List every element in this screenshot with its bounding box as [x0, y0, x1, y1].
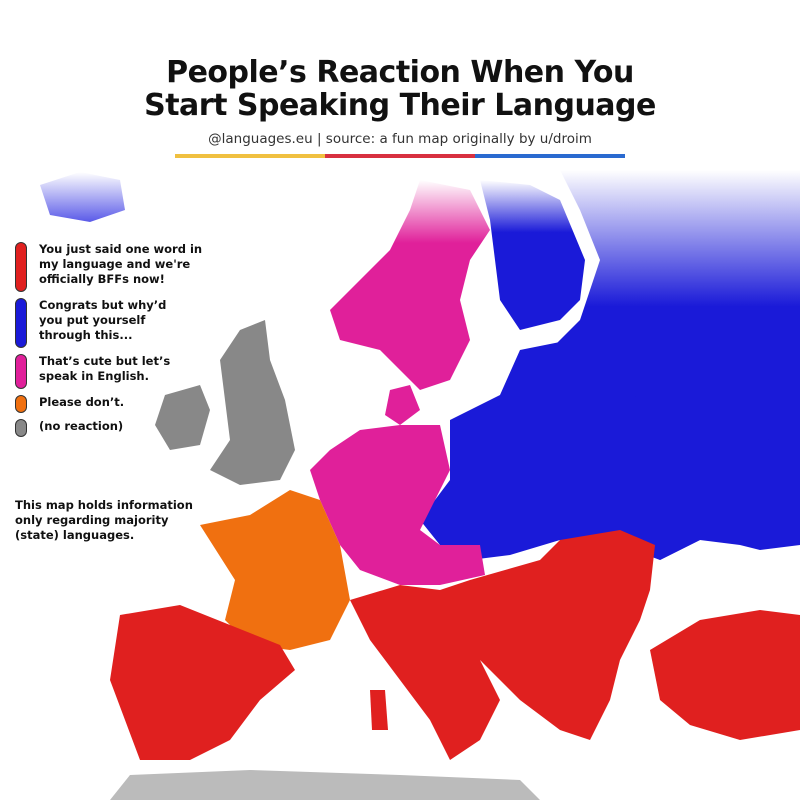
legend-swatch — [15, 298, 27, 348]
region-north-africa — [110, 770, 540, 800]
region-iberia — [110, 605, 295, 760]
region-turkey — [650, 610, 800, 740]
legend-swatch — [15, 419, 27, 437]
title-line-2: Start Speaking Their Language — [144, 88, 656, 123]
legend-label: (no reaction) — [39, 419, 124, 433]
region-germany-benelux — [310, 425, 485, 585]
region-france — [200, 490, 350, 650]
underline-red — [325, 154, 475, 158]
legend-label: Please don’t. — [39, 395, 125, 409]
legend-item-red: You just said one word in my language an… — [15, 242, 225, 292]
region-ireland — [155, 385, 210, 450]
region-denmark — [385, 385, 420, 425]
page-title: People’s Reaction When You Start Speakin… — [0, 56, 800, 122]
underline-yellow — [175, 154, 325, 158]
region-poland-baltics-belarus-ukraine — [420, 340, 780, 560]
legend-item-blue: Congrats but why’d you put yourself thro… — [15, 298, 225, 348]
region-sardinia-corsica — [370, 690, 388, 730]
region-finland — [480, 180, 585, 330]
subtitle: @languages.eu | source: a fun map origin… — [208, 131, 592, 147]
legend-label: You just said one word in my language an… — [39, 242, 203, 286]
legend-swatch — [15, 242, 27, 292]
region-italy-balkans — [350, 530, 655, 760]
legend-item-orange: Please don’t. — [15, 395, 225, 413]
region-scandinavia — [330, 180, 490, 390]
legend: You just said one word in my language an… — [15, 242, 225, 443]
region-uk — [210, 320, 295, 485]
legend-item-pink: That’s cute but let’s speak in English. — [15, 354, 225, 389]
legend-swatch — [15, 395, 27, 413]
legend-item-gray: (no reaction) — [15, 419, 225, 437]
underline-blue — [475, 154, 625, 158]
legend-swatch — [15, 354, 27, 389]
legend-label: Congrats but why’d you put yourself thro… — [39, 298, 167, 342]
map-note: This map holds information only regardin… — [15, 498, 193, 542]
legend-label: That’s cute but let’s speak in English. — [39, 354, 171, 383]
title-line-1: People’s Reaction When You — [166, 55, 634, 90]
region-iceland — [40, 172, 125, 222]
